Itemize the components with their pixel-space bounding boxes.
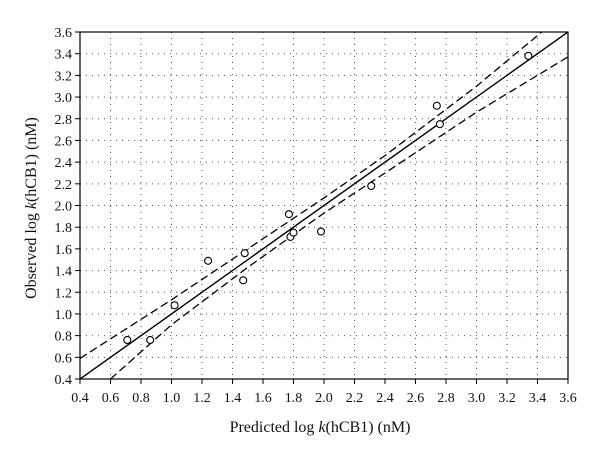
lower-band-line <box>110 56 568 379</box>
data-point <box>284 210 293 219</box>
y-tick-label: 1.0 <box>55 308 73 323</box>
x-tick-label: 2.6 <box>407 391 425 406</box>
x-tick-label: 3.4 <box>529 391 547 406</box>
regression-line <box>80 32 568 379</box>
y-tick-label: 2.4 <box>55 156 73 171</box>
x-tick-label: 3.0 <box>468 391 486 406</box>
data-point <box>367 181 376 191</box>
y-tick-label: 1.2 <box>55 286 73 301</box>
x-tick-label: 1.8 <box>285 391 303 406</box>
data-point <box>146 335 155 345</box>
upper-band-line <box>80 32 543 359</box>
x-tick-label: 0.8 <box>132 391 150 406</box>
data-point <box>432 101 441 110</box>
y-tick-label: 3.0 <box>55 91 73 106</box>
y-tick-label: 1.6 <box>55 243 73 258</box>
y-tick-label: 3.2 <box>55 69 73 84</box>
data-point <box>170 301 179 310</box>
x-axis-title: Predicted log k(hCB1) (nM) <box>230 419 411 436</box>
y-tick-label: 0.4 <box>55 373 73 388</box>
y-tick-label: 2.2 <box>55 178 73 193</box>
data-point <box>435 120 444 129</box>
x-tick-label: 3.2 <box>498 391 516 406</box>
y-axis-ticks: 0.4 0.6 0.8 1.0 1.2 1.4 1.6 1.8 2.0 2.2 2.4 2.6 2.8 3… <box>55 26 80 388</box>
data-point <box>240 249 249 258</box>
x-tick-label: 3.6 <box>559 391 577 406</box>
x-tick-label: 0.6 <box>102 391 120 406</box>
x-tick-label: 2.0 <box>315 391 333 406</box>
y-tick-label: 2.8 <box>55 113 73 128</box>
data-point <box>289 228 298 237</box>
x-tick-label: 1.2 <box>193 391 211 406</box>
data-point <box>123 335 132 345</box>
y-tick-label: 2.0 <box>55 200 73 215</box>
y-tick-label: 0.8 <box>55 330 73 345</box>
y-axis-title: Observed log k(hCB1) (nM) <box>23 117 40 299</box>
y-tick-label: 1.4 <box>55 265 73 280</box>
data-point <box>524 51 533 60</box>
data-point <box>204 256 213 265</box>
x-tick-label: 1.6 <box>254 391 272 406</box>
x-tick-label: 0.4 <box>71 391 89 406</box>
lower-confidence-band <box>110 56 568 379</box>
x-tick-label: 2.4 <box>376 391 394 406</box>
x-tick-label: 2.2 <box>346 391 364 406</box>
x-tick-label: 1.4 <box>224 391 242 406</box>
y-tick-label: 2.6 <box>55 134 73 149</box>
x-tick-label: 2.8 <box>437 391 455 406</box>
y-tick-label: 1.8 <box>55 221 73 236</box>
y-tick-label: 3.4 <box>55 48 73 63</box>
x-tick-label: 1.0 <box>163 391 181 406</box>
upper-confidence-band <box>80 32 543 359</box>
y-tick-label: 0.6 <box>55 351 73 366</box>
data-point <box>239 276 248 285</box>
data-points <box>123 51 533 345</box>
y-tick-label: 3.6 <box>55 26 73 41</box>
x-axis-ticks: 0.4 0.6 0.8 1.0 1.2 1.4 1.6 1.8 2.0 2.2 2.4 2.6 2.8 3… <box>71 379 577 406</box>
data-point <box>316 227 326 236</box>
fit-line <box>80 32 568 379</box>
